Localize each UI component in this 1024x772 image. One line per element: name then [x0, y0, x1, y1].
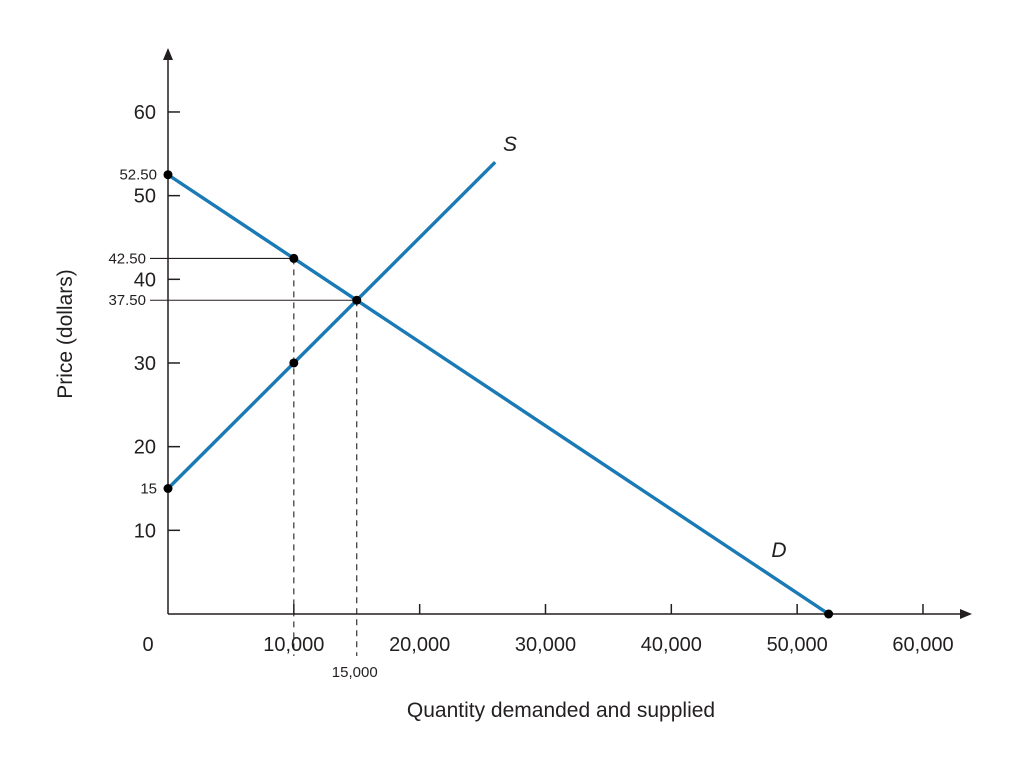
axes — [163, 48, 972, 619]
y-tick-label: 40 — [134, 269, 156, 291]
data-point — [163, 483, 173, 493]
price-reference-label: 37.50 — [108, 292, 146, 309]
y-axis-title: Price (dollars) — [54, 269, 77, 399]
data-points — [163, 170, 834, 619]
x-tick-label: 60,000 — [892, 634, 953, 656]
x-tick-label: 40,000 — [641, 634, 702, 656]
curve-label-s: S — [503, 133, 517, 156]
y-tick-label: 20 — [134, 437, 156, 459]
price-reference-label: 52.50 — [119, 167, 157, 184]
data-point — [163, 170, 173, 180]
y-tick-label: 50 — [134, 186, 156, 208]
x-tick-label: 30,000 — [515, 634, 576, 656]
series-lines — [166, 160, 830, 616]
reference-lines — [150, 257, 358, 656]
data-point — [824, 609, 834, 619]
y-tick-label: 30 — [134, 353, 156, 375]
quantity-reference-label: 15,000 — [332, 664, 378, 681]
origin-label: 0 — [142, 634, 153, 656]
x-tick-label: 50,000 — [767, 634, 828, 656]
y-tick-label: 10 — [134, 520, 156, 542]
price-reference-label: 15 — [140, 480, 157, 497]
x-axis-title: Quantity demanded and supplied — [407, 699, 715, 722]
data-point — [289, 358, 299, 368]
curve-label-d: D — [771, 539, 786, 562]
x-tick-label: 10,000 — [263, 634, 324, 656]
series-line-d — [167, 173, 830, 616]
x-tick-label: 20,000 — [389, 634, 450, 656]
series-line-s — [166, 160, 497, 490]
labels: 0 Quantity demanded and supplied Price (… — [54, 102, 954, 722]
data-point — [352, 295, 362, 305]
y-tick-label: 60 — [134, 102, 156, 124]
data-point — [289, 253, 299, 263]
price-reference-label: 42.50 — [108, 250, 146, 267]
